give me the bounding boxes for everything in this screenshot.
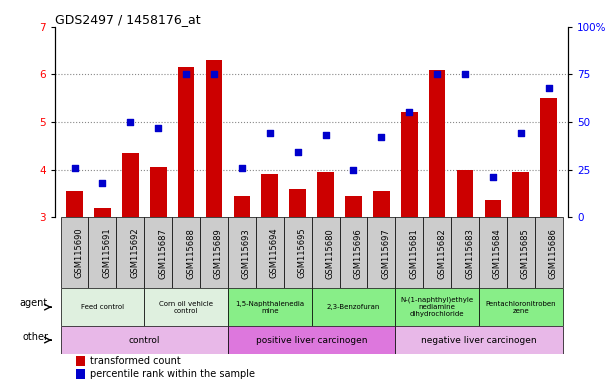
Bar	[401, 113, 417, 217]
Text: GSM115687: GSM115687	[158, 228, 167, 279]
Bar	[451, 217, 479, 288]
Bar	[150, 167, 167, 217]
Bar	[479, 288, 563, 326]
Text: GSM115686: GSM115686	[549, 228, 558, 279]
Point	[265, 130, 275, 136]
Text: transformed count: transformed count	[90, 356, 181, 366]
Bar	[317, 172, 334, 217]
Bar	[233, 196, 251, 217]
Bar	[178, 67, 194, 217]
Point	[181, 71, 191, 78]
Bar	[479, 217, 507, 288]
Bar	[373, 191, 390, 217]
Text: GSM115696: GSM115696	[353, 228, 362, 278]
Text: Pentachloronitroben
zene: Pentachloronitroben zene	[486, 301, 556, 314]
Bar	[340, 217, 367, 288]
Text: GSM115684: GSM115684	[493, 228, 502, 278]
Text: N-(1-naphthyl)ethyle
nediamine
dihydrochloride: N-(1-naphthyl)ethyle nediamine dihydroch…	[401, 297, 474, 318]
Point	[488, 174, 498, 180]
Bar	[262, 174, 278, 217]
Bar	[395, 326, 563, 354]
Text: GSM115690: GSM115690	[75, 228, 84, 278]
Text: GSM115683: GSM115683	[465, 228, 474, 279]
Bar	[540, 98, 557, 217]
Point	[516, 130, 525, 136]
Bar	[228, 326, 395, 354]
Point	[153, 125, 163, 131]
Bar	[60, 217, 89, 288]
Bar	[60, 288, 144, 326]
Bar	[367, 217, 395, 288]
Bar	[122, 153, 139, 217]
Bar	[200, 217, 228, 288]
Bar	[456, 170, 474, 217]
Point	[125, 119, 135, 125]
Point	[237, 165, 247, 171]
Text: GSM115691: GSM115691	[103, 228, 111, 278]
Bar	[228, 217, 256, 288]
Bar	[395, 288, 479, 326]
Point	[376, 134, 386, 140]
Text: percentile rank within the sample: percentile rank within the sample	[90, 369, 255, 379]
Bar	[116, 217, 144, 288]
Bar	[206, 60, 222, 217]
Text: 2,3-Benzofuran: 2,3-Benzofuran	[327, 304, 380, 310]
Point	[98, 180, 108, 186]
Bar	[66, 191, 83, 217]
Text: other: other	[22, 332, 48, 342]
Text: negative liver carcinogen: negative liver carcinogen	[421, 336, 537, 344]
Point	[321, 132, 331, 138]
Bar	[535, 217, 563, 288]
Text: GSM115689: GSM115689	[214, 228, 223, 278]
Bar	[256, 217, 284, 288]
Bar	[89, 217, 116, 288]
Point	[404, 109, 414, 116]
Bar	[507, 217, 535, 288]
Point	[70, 165, 79, 171]
Point	[460, 71, 470, 78]
Text: GDS2497 / 1458176_at: GDS2497 / 1458176_at	[55, 13, 200, 26]
Bar	[172, 217, 200, 288]
Text: GSM115681: GSM115681	[409, 228, 419, 278]
Bar	[60, 326, 228, 354]
Text: GSM115688: GSM115688	[186, 228, 195, 279]
Point	[348, 167, 358, 173]
Bar	[312, 217, 340, 288]
Bar	[76, 369, 85, 379]
Point	[293, 149, 302, 156]
Point	[544, 85, 554, 91]
Text: Feed control: Feed control	[81, 304, 124, 310]
Bar	[94, 208, 111, 217]
Text: GSM115692: GSM115692	[130, 228, 139, 278]
Text: control: control	[128, 336, 160, 344]
Text: GSM115697: GSM115697	[381, 228, 390, 278]
Bar	[423, 217, 451, 288]
Bar	[429, 70, 445, 217]
Bar	[228, 288, 312, 326]
Text: GSM115695: GSM115695	[298, 228, 307, 278]
Bar	[76, 356, 85, 366]
Bar	[144, 217, 172, 288]
Text: GSM115680: GSM115680	[326, 228, 335, 278]
Bar	[289, 189, 306, 217]
Text: agent: agent	[20, 298, 48, 308]
Bar	[485, 200, 501, 217]
Point	[432, 71, 442, 78]
Text: positive liver carcinogen: positive liver carcinogen	[256, 336, 367, 344]
Text: Corn oil vehicle
control: Corn oil vehicle control	[159, 301, 213, 314]
Bar	[513, 172, 529, 217]
Bar	[312, 288, 395, 326]
Text: GSM115685: GSM115685	[521, 228, 530, 278]
Point	[209, 71, 219, 78]
Bar	[144, 288, 228, 326]
Text: GSM115682: GSM115682	[437, 228, 446, 278]
Bar	[345, 196, 362, 217]
Text: GSM115694: GSM115694	[270, 228, 279, 278]
Text: 1,5-Naphthalenedia
mine: 1,5-Naphthalenedia mine	[235, 301, 304, 314]
Text: GSM115693: GSM115693	[242, 228, 251, 278]
Bar	[284, 217, 312, 288]
Bar	[395, 217, 423, 288]
